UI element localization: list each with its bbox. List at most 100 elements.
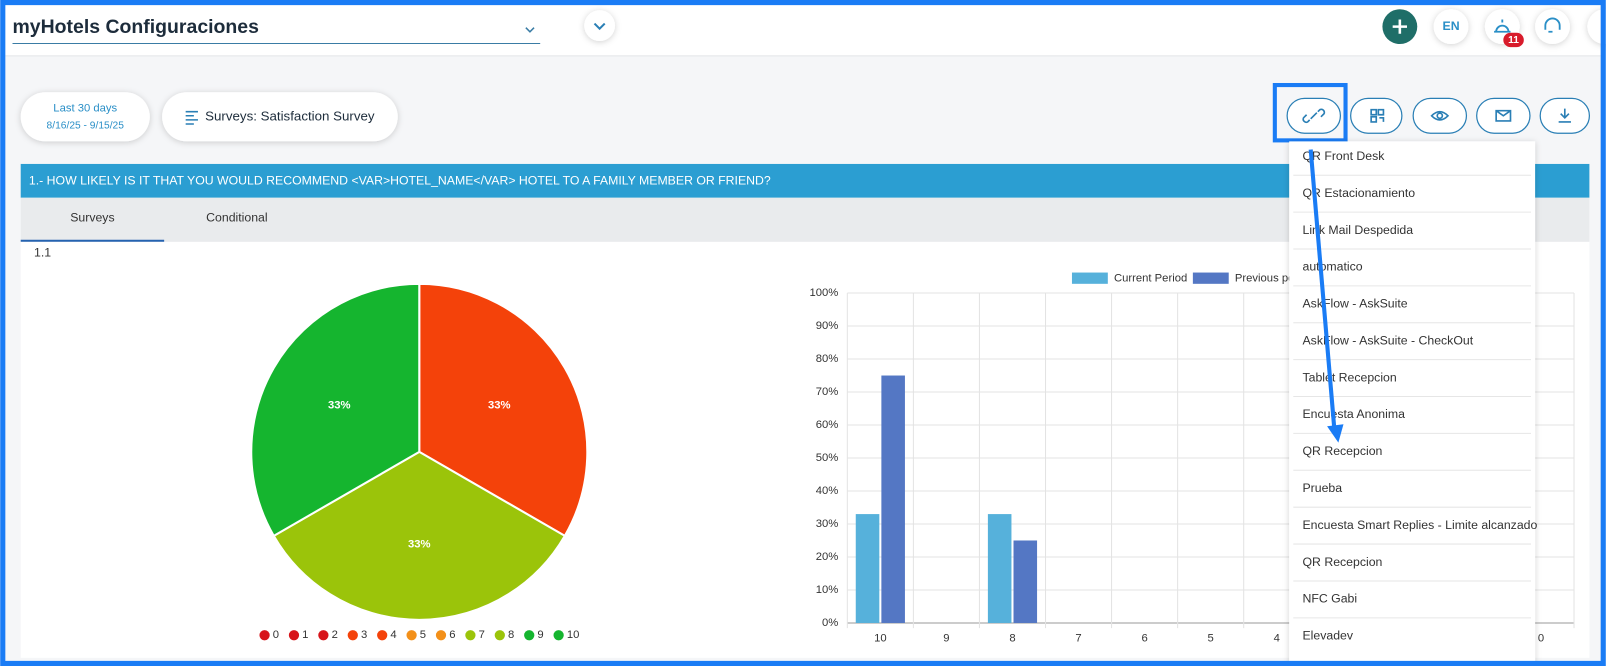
legend-label: 5 <box>420 629 426 641</box>
pie-label: 33% <box>328 400 351 412</box>
legend-label: 4 <box>390 629 396 641</box>
legend-dot <box>524 630 535 641</box>
eye-pupil <box>1436 112 1444 120</box>
survey-filter-label: Surveys: Satisfaction Survey <box>205 108 375 123</box>
legend-label: Previous period <box>1235 273 1313 285</box>
survey-filter-icon <box>185 110 198 125</box>
support-icon <box>1544 17 1561 33</box>
annotation-arrowhead <box>1327 424 1344 443</box>
y-tick-label: 90% <box>816 320 839 332</box>
bar <box>987 514 1012 623</box>
legend-label: 1 <box>302 629 308 641</box>
legend-swatch <box>1192 272 1229 284</box>
y-tick-label: 100% <box>810 287 839 299</box>
y-tick-label: 10% <box>816 584 839 596</box>
legend-label: 3 <box>361 629 367 641</box>
legend-dot <box>435 630 447 641</box>
dropdown-item[interactable]: AskFlow - AskSuite - CheckOut <box>1302 333 1473 347</box>
bar <box>1013 540 1038 623</box>
preview-button[interactable] <box>1412 97 1468 134</box>
y-tick-label: 40% <box>816 485 839 497</box>
dropdown-item[interactable]: Prueba <box>1302 481 1342 495</box>
pie-slice <box>418 282 589 538</box>
dropdown-item[interactable]: QR Recepcion <box>1302 444 1382 458</box>
legend-label: 2 <box>332 629 338 641</box>
tab[interactable]: Surveys <box>70 210 114 224</box>
qr-icon <box>1370 108 1385 123</box>
dropdown-item[interactable]: automatico <box>1302 260 1362 274</box>
y-tick-label: 0% <box>822 617 838 629</box>
pie-label: 33% <box>408 538 431 550</box>
title-select-chevron[interactable] <box>525 27 535 33</box>
x-tick-label: 9 <box>943 632 949 644</box>
dropdown-item[interactable]: Elevadev <box>1302 629 1353 643</box>
language-label: EN <box>1443 19 1460 33</box>
legend-dot <box>347 630 358 641</box>
legend-dot <box>318 630 329 641</box>
x-tick-label: 4 <box>1274 632 1280 644</box>
legend-label: Current Period <box>1114 273 1187 285</box>
bell-icon <box>1494 19 1511 33</box>
notifications-count: 11 <box>1508 35 1519 46</box>
legend-dot <box>465 630 476 641</box>
dropdown-item[interactable]: Encuesta Smart Replies - Limite alcanzad… <box>1302 518 1537 532</box>
collapse-icon <box>593 22 606 31</box>
language-button[interactable] <box>1433 9 1469 45</box>
dropdown-item[interactable]: Tablet Recepcion <box>1302 370 1396 384</box>
link-icon <box>1302 108 1326 124</box>
x-tick-label: 6 <box>1141 632 1147 644</box>
add-icon <box>1392 19 1408 34</box>
bar <box>881 375 905 623</box>
mail-icon <box>1495 109 1512 122</box>
dropdown-item[interactable]: QR Estacionamiento <box>1302 186 1415 200</box>
y-tick-label: 20% <box>816 551 839 563</box>
legend-label: 7 <box>479 629 485 641</box>
pie-slice <box>272 450 567 621</box>
x-tick-label: 0 <box>1538 632 1544 644</box>
eye-icon <box>1430 110 1450 121</box>
x-tick-label: 8 <box>1009 632 1015 644</box>
legend-dot <box>406 630 417 641</box>
dropdown-item[interactable]: QR Front Desk <box>1302 149 1385 163</box>
tab[interactable]: Conditional <box>206 210 267 224</box>
annotation-arrow <box>1308 149 1337 429</box>
bar <box>855 514 880 623</box>
legend-dot <box>377 630 388 641</box>
x-tick-label: 7 <box>1075 632 1081 644</box>
x-tick-label: 5 <box>1208 632 1214 644</box>
dropdown-item[interactable]: NFC Gabi <box>1302 592 1357 606</box>
y-tick-label: 80% <box>816 353 839 365</box>
app-title: myHotels Configuraciones <box>13 16 260 38</box>
x-tick-label: 10 <box>874 632 887 644</box>
qr-button[interactable] <box>1350 97 1403 134</box>
date-filter-range: 8/16/25 - 9/15/25 <box>47 121 125 132</box>
date-filter[interactable] <box>20 92 150 142</box>
legend-label: 6 <box>449 629 455 641</box>
notifications-badge <box>1503 32 1524 48</box>
legend-label: 0 <box>273 629 279 641</box>
dropdown-item[interactable]: AskFlow - AskSuite <box>1302 297 1407 311</box>
question-text: 1.- HOW LIKELY IS IT THAT YOU WOULD RECO… <box>29 174 771 188</box>
dropdown-item[interactable]: Encuesta Anonima <box>1302 407 1405 421</box>
pie-label: 33% <box>488 400 511 412</box>
legend-label: 8 <box>508 629 514 641</box>
top-bar <box>5 5 1601 57</box>
download-icon <box>1558 108 1571 123</box>
dropdown-item[interactable]: QR Recepcion <box>1302 555 1382 569</box>
pie-slice <box>250 282 421 538</box>
legend-dot <box>553 630 564 641</box>
dropdown-item[interactable]: Link Mail Despedida <box>1302 223 1413 237</box>
support-button[interactable] <box>1535 9 1570 45</box>
y-tick-label: 70% <box>816 386 839 398</box>
legend-dot <box>288 630 300 641</box>
date-filter-period: Last 30 days <box>53 103 117 115</box>
y-tick-label: 50% <box>816 452 839 464</box>
legend-dot <box>259 630 270 641</box>
collapse-button[interactable] <box>584 10 615 41</box>
survey-filter[interactable] <box>162 92 398 142</box>
y-tick-label: 30% <box>816 518 839 530</box>
section-number: 1.1 <box>34 245 51 259</box>
y-tick-label: 60% <box>816 419 839 431</box>
